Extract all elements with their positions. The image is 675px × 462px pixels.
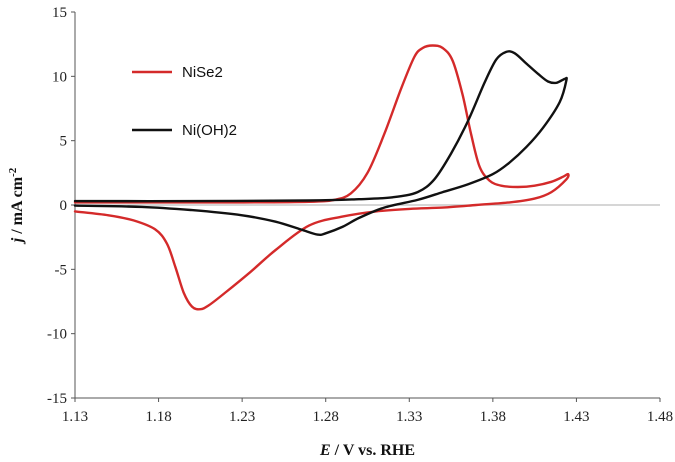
y-tick-label: 15 <box>52 5 67 21</box>
tick-labels: -15 -10 -5 0 5 10 15 1.13 1.18 1.23 1.28 1.33 1.38 1.… <box>47 5 673 425</box>
y-tick-label: -5 <box>55 262 68 278</box>
y-tick-label: -10 <box>47 327 67 343</box>
x-tick-label: 1.18 <box>145 409 171 425</box>
x-tick-label: 1.43 <box>563 409 589 425</box>
y-axis-title: j / mA cm-2 <box>7 167 26 245</box>
x-tick-label: 1.33 <box>396 409 422 425</box>
x-axis-title: E / V vs. RHE <box>319 442 415 459</box>
y-tick-label: 10 <box>52 69 67 85</box>
y-tick-label: 5 <box>60 134 68 150</box>
y-tick-label: -15 <box>47 391 67 407</box>
legend-label-nise2: NiSe2 <box>182 64 223 81</box>
series-group <box>73 44 570 311</box>
x-tick-label: 1.38 <box>480 409 506 425</box>
series-line-nise2 <box>73 44 570 311</box>
legend-label-nioh2: Ni(OH)2 <box>182 122 237 139</box>
series-line-nioh2 <box>73 50 568 237</box>
x-tick-label: 1.23 <box>229 409 255 425</box>
x-tick-label: 1.48 <box>647 409 673 425</box>
x-tick-label: 1.13 <box>62 409 88 425</box>
x-tick-label: 1.28 <box>313 409 339 425</box>
legend: NiSe2 Ni(OH)2 <box>132 64 237 139</box>
y-tick-label: 0 <box>60 198 68 214</box>
